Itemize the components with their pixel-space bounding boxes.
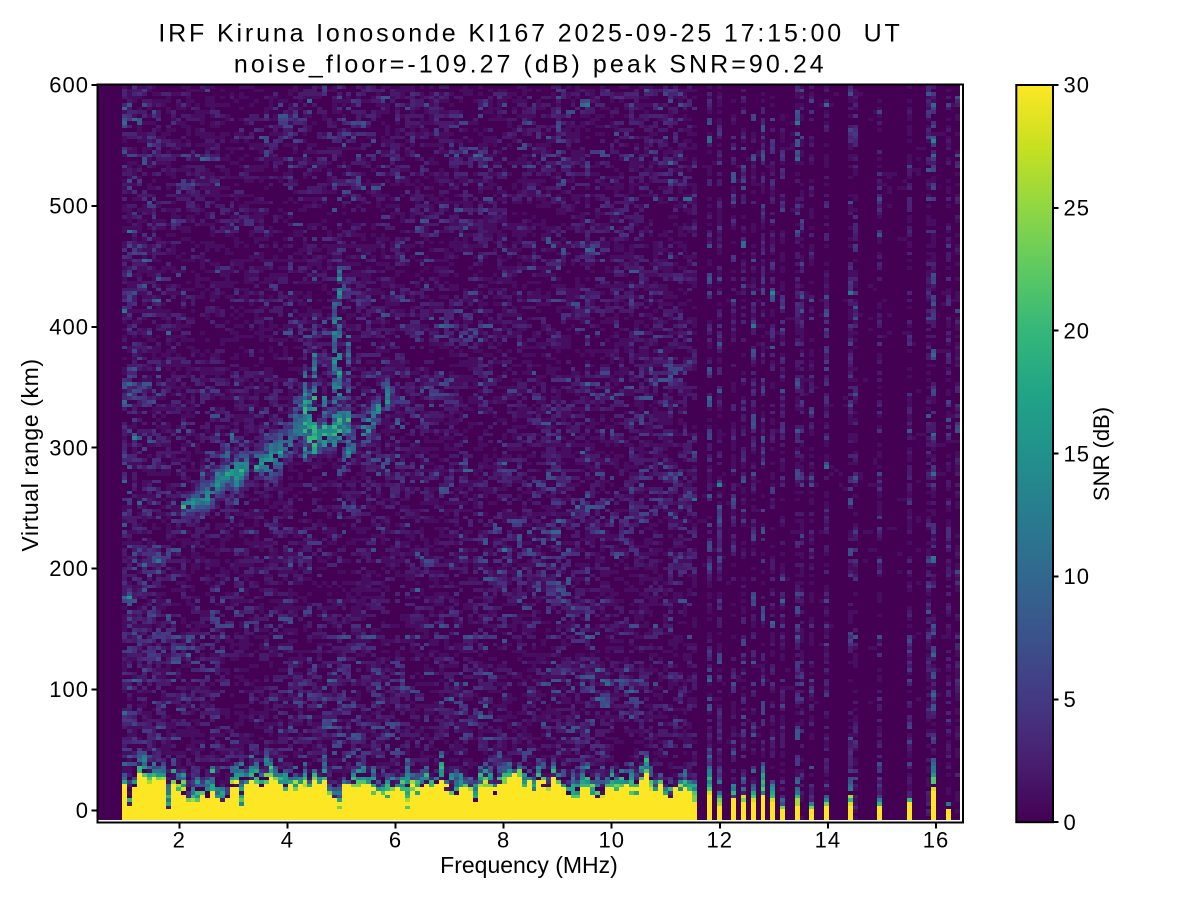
svg-text:100: 100 <box>49 677 89 702</box>
svg-text:Virtual range (km): Virtual range (km) <box>17 358 43 551</box>
svg-text:200: 200 <box>49 556 89 581</box>
svg-text:4: 4 <box>281 827 294 852</box>
svg-text:300: 300 <box>49 435 89 460</box>
svg-text:0: 0 <box>76 798 89 823</box>
svg-text:SNR (dB): SNR (dB) <box>1089 407 1114 501</box>
svg-text:15: 15 <box>1064 441 1090 466</box>
svg-text:25: 25 <box>1064 196 1090 221</box>
svg-text:400: 400 <box>49 315 89 340</box>
svg-text:6: 6 <box>389 827 402 852</box>
svg-text:0: 0 <box>1064 810 1077 835</box>
svg-text:Frequency (MHz): Frequency (MHz) <box>440 852 618 878</box>
svg-text:IRF Kiruna Ionosonde KI167 202: IRF Kiruna Ionosonde KI167 2025-09-25 17… <box>158 20 902 48</box>
svg-text:10: 10 <box>1064 564 1090 589</box>
svg-text:5: 5 <box>1064 687 1077 712</box>
svg-text:noise_floor=-109.27 (dB) peak: noise_floor=-109.27 (dB) peak SNR=90.24 <box>234 51 827 79</box>
svg-text:10: 10 <box>598 827 624 852</box>
svg-text:500: 500 <box>49 194 89 219</box>
svg-text:14: 14 <box>815 827 841 852</box>
svg-text:600: 600 <box>49 73 89 98</box>
svg-text:20: 20 <box>1064 318 1090 343</box>
svg-text:16: 16 <box>923 827 949 852</box>
svg-text:12: 12 <box>707 827 733 852</box>
svg-text:30: 30 <box>1064 73 1090 98</box>
svg-text:8: 8 <box>497 827 510 852</box>
svg-text:2: 2 <box>173 827 186 852</box>
